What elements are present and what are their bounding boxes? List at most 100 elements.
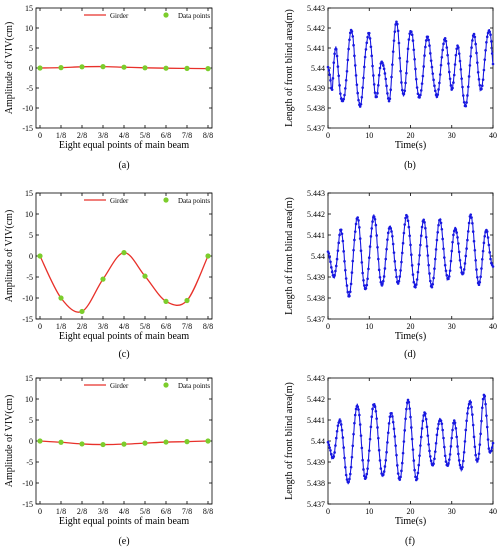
blind-area-point bbox=[414, 77, 418, 81]
blind-area-point bbox=[484, 48, 487, 52]
blind-area-point bbox=[457, 250, 461, 254]
blind-area-point bbox=[354, 222, 358, 226]
x-tick-label: 4/8 bbox=[119, 507, 129, 516]
y-tick-label: -15 bbox=[22, 124, 33, 133]
blind-area-point bbox=[435, 95, 439, 99]
blind-area-point bbox=[383, 465, 387, 468]
blind-area-point bbox=[398, 478, 402, 481]
y-tick-label: -10 bbox=[22, 294, 33, 303]
blind-area-point bbox=[344, 473, 348, 477]
blind-area-point bbox=[465, 247, 468, 250]
blind-area-point bbox=[353, 238, 356, 242]
blind-area-point bbox=[474, 453, 477, 457]
data-point bbox=[142, 65, 148, 71]
blind-area-point bbox=[356, 216, 360, 219]
y-tick-label: -15 bbox=[22, 500, 33, 509]
blind-area-point bbox=[440, 422, 444, 426]
blind-area-point bbox=[342, 250, 345, 253]
blind-area-point bbox=[432, 276, 435, 280]
blind-area-point bbox=[360, 446, 364, 450]
blind-area-point bbox=[359, 102, 363, 106]
blind-area-point bbox=[328, 255, 331, 259]
blind-area-point bbox=[342, 446, 345, 449]
blind-area-point bbox=[490, 52, 494, 55]
y-axis-label: Amplitude of VIV(cm) bbox=[4, 210, 15, 303]
x-tick-label: 6/8 bbox=[161, 507, 171, 516]
blind-area-point bbox=[419, 444, 422, 447]
blind-area-point bbox=[489, 33, 492, 37]
data-point bbox=[142, 273, 148, 279]
blind-area-point bbox=[441, 428, 444, 432]
blind-area-point bbox=[339, 97, 343, 100]
blind-area-point bbox=[411, 448, 415, 451]
blind-area-point bbox=[433, 457, 436, 461]
blind-area-point bbox=[367, 31, 371, 35]
y-tick-label: 5.441 bbox=[307, 231, 325, 240]
blind-area-point bbox=[487, 243, 491, 247]
blind-area-point bbox=[358, 423, 362, 426]
blind-area-point bbox=[443, 263, 447, 267]
blind-area-point bbox=[415, 477, 419, 480]
blind-area-point bbox=[388, 97, 392, 101]
blind-area-point bbox=[465, 419, 468, 423]
blind-area-point bbox=[427, 38, 430, 42]
blind-area-point bbox=[372, 83, 376, 86]
legend-label-girder: Girder bbox=[110, 197, 129, 205]
blind-area-point bbox=[452, 73, 456, 77]
blind-area-point bbox=[485, 230, 489, 233]
blind-area-point bbox=[328, 446, 331, 450]
blind-area-point bbox=[472, 435, 476, 439]
blind-area-point bbox=[461, 85, 464, 89]
blind-area-point bbox=[369, 45, 373, 49]
blind-area-point bbox=[345, 284, 349, 287]
blind-area-point bbox=[326, 65, 330, 69]
blind-area-point bbox=[378, 276, 382, 279]
y-tick-label: 15 bbox=[25, 189, 33, 198]
x-tick-label: 30 bbox=[448, 131, 456, 140]
blind-area-point bbox=[381, 279, 385, 283]
blind-area-point bbox=[377, 83, 380, 87]
blind-area-point bbox=[401, 241, 405, 245]
blind-area-point bbox=[424, 235, 428, 239]
plot-frame bbox=[327, 7, 494, 129]
blind-area-point bbox=[367, 459, 370, 462]
blind-area-point bbox=[419, 89, 423, 92]
blind-area-point bbox=[445, 274, 449, 277]
blind-area-point bbox=[477, 283, 481, 287]
blind-area-point bbox=[442, 247, 445, 251]
blind-area-point bbox=[457, 52, 461, 55]
blind-area-point bbox=[393, 30, 397, 33]
blind-area-point bbox=[456, 445, 459, 448]
blind-area-point bbox=[348, 472, 352, 476]
blind-area-point bbox=[421, 419, 425, 423]
blind-area-point bbox=[439, 221, 443, 225]
blind-area-point bbox=[334, 47, 338, 51]
blind-area-point bbox=[368, 37, 372, 40]
blind-area-point bbox=[471, 413, 474, 416]
blind-area-point bbox=[393, 435, 397, 438]
blind-area-point bbox=[371, 407, 374, 411]
data-point bbox=[184, 297, 190, 304]
blind-area-point bbox=[353, 54, 356, 58]
x-axis-label: Eight equal points of main beam bbox=[59, 516, 189, 527]
blind-area-point bbox=[429, 279, 432, 283]
blind-area-point bbox=[424, 417, 428, 421]
blind-area-point bbox=[376, 245, 379, 249]
blind-area-point bbox=[353, 230, 357, 233]
blind-area-point bbox=[447, 62, 450, 65]
blind-area-point bbox=[416, 270, 420, 274]
blind-area-point bbox=[412, 459, 416, 462]
blind-area-point bbox=[401, 451, 405, 455]
blind-area-point bbox=[391, 420, 395, 424]
y-tick-label: 5.44 bbox=[311, 252, 325, 261]
blind-area-point bbox=[421, 74, 425, 78]
blind-area-point bbox=[405, 60, 409, 63]
blind-area-point bbox=[373, 217, 377, 221]
blind-area-point bbox=[400, 260, 403, 264]
x-tick-label: 40 bbox=[489, 322, 497, 331]
blind-area-point bbox=[376, 426, 379, 429]
blind-area-point bbox=[474, 42, 477, 46]
panel-caption: (c) bbox=[118, 349, 129, 360]
blind-area-point bbox=[429, 52, 432, 55]
